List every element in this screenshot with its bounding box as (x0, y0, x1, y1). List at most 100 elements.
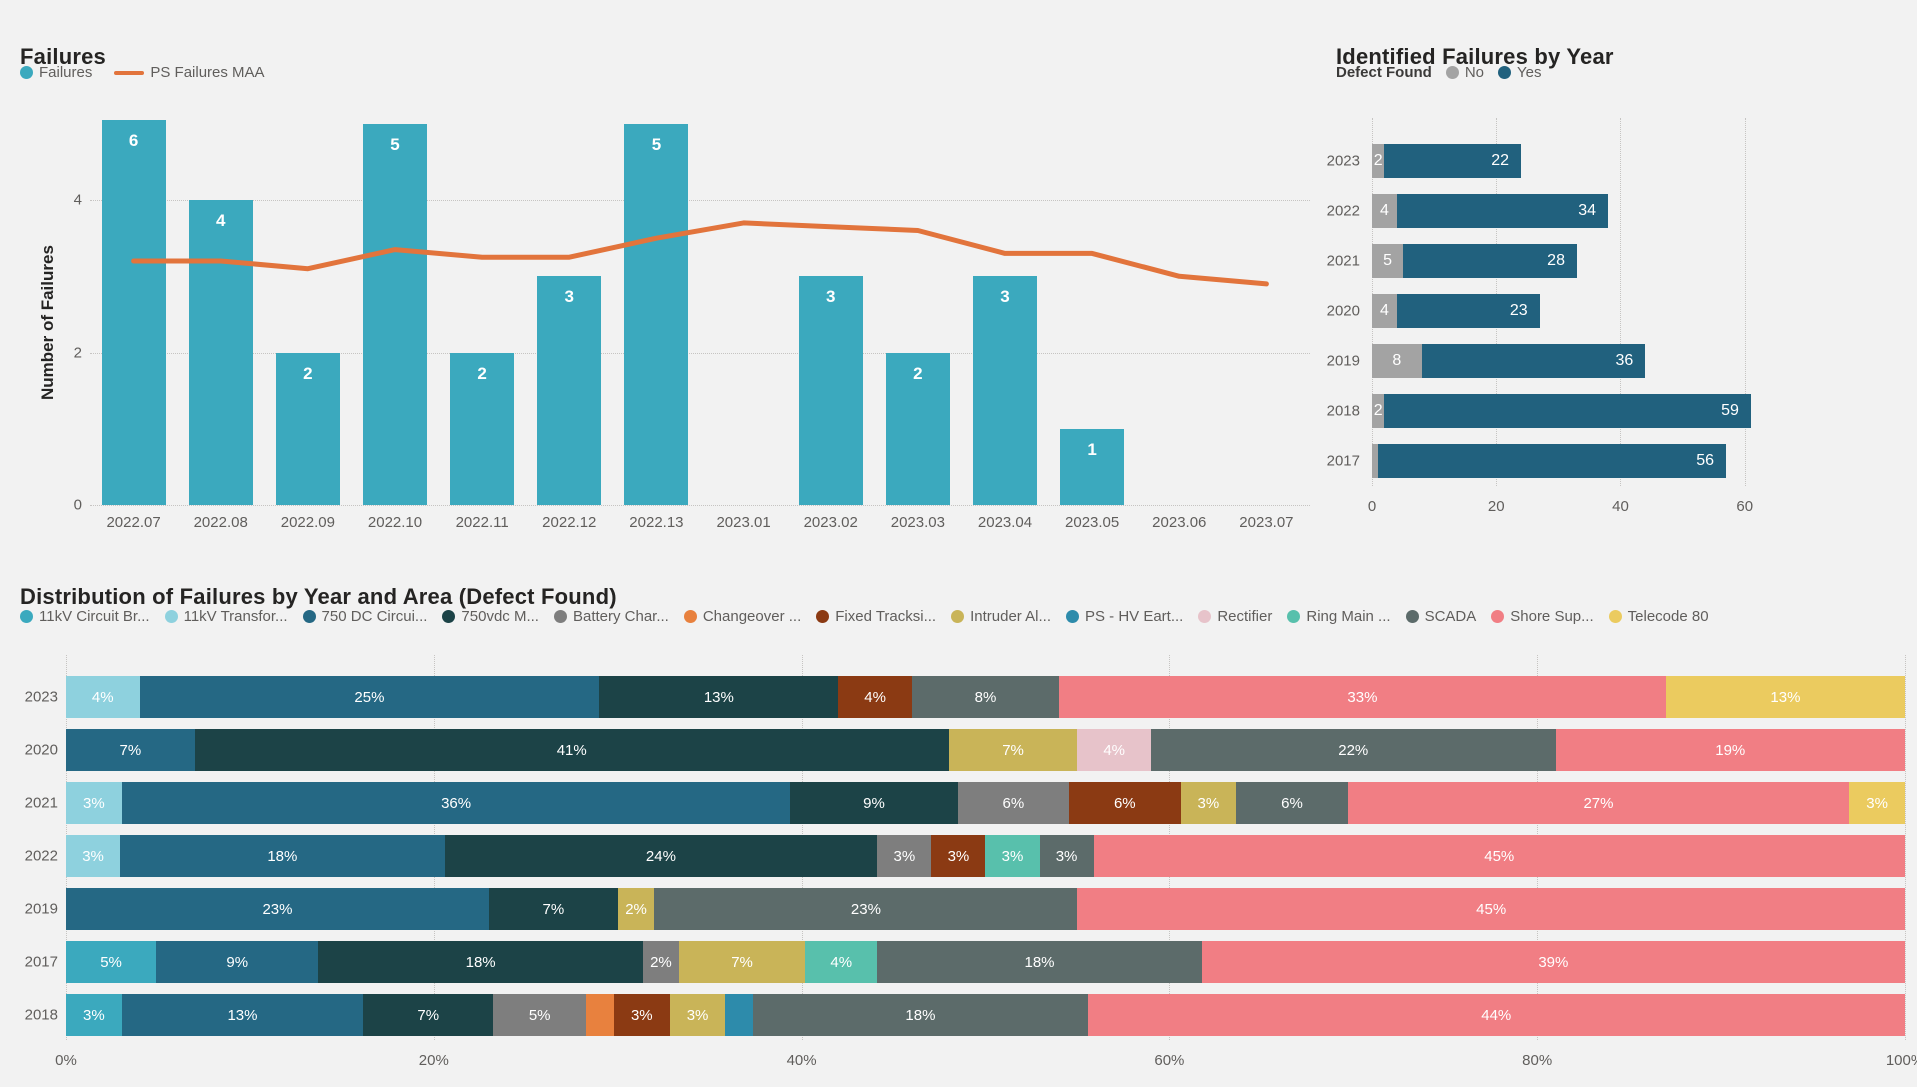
segment-2021-telecode[interactable]: 3% (1849, 782, 1905, 824)
segment-2018-intruder[interactable]: 3% (669, 994, 726, 1036)
segment-2023-transformer[interactable]: 4% (66, 676, 140, 718)
segment-2021-fixed[interactable]: 6% (1069, 782, 1181, 824)
identified-bar-2018-yes[interactable]: 59 (1384, 394, 1751, 428)
segment-2020-shore[interactable]: 19% (1555, 729, 1905, 771)
distribution-legend-item-vdc750[interactable]: 750vdc M... (442, 608, 539, 625)
segment-2022-fixed[interactable]: 3% (931, 835, 986, 877)
identified-bar-2020-yes[interactable]: 23 (1396, 294, 1540, 328)
segment-2023-telecode[interactable]: 13% (1665, 676, 1905, 718)
failures-bar-2022.10[interactable]: 5 (363, 123, 427, 505)
failures-bar-2022.11[interactable]: 2 (450, 352, 515, 505)
segment-2022-scada[interactable]: 3% (1039, 835, 1094, 877)
identified-bar-2018-no-value: 2 (1373, 402, 1383, 419)
segment-2017-ringmain[interactable]: 4% (805, 941, 878, 983)
segment-2022-battery[interactable]: 3% (877, 835, 932, 877)
identified-bar-2017-yes[interactable]: 56 (1378, 444, 1727, 478)
segment-2023-fixed[interactable]: 4% (838, 676, 912, 718)
segment-2021-shore[interactable]: 27% (1347, 782, 1850, 824)
segment-2020-dc750[interactable]: 7% (66, 729, 195, 771)
distribution-legend-item-rectifier[interactable]: Rectifier (1198, 608, 1272, 625)
segment-2018-circuit[interactable]: 3% (66, 994, 122, 1036)
segment-2021-dc750[interactable]: 36% (121, 782, 791, 824)
segment-2017-dc750[interactable]: 9% (156, 941, 319, 983)
distribution-legend-item-scada[interactable]: SCADA (1405, 608, 1476, 625)
legend-item-yes[interactable]: Yes (1498, 64, 1542, 81)
segment-2021-vdc750[interactable]: 9% (790, 782, 958, 824)
segment-2018-changeover[interactable] (586, 994, 614, 1036)
identified-bar-2023-no[interactable]: 2 (1372, 144, 1385, 178)
segment-2021-intruder[interactable]: 3% (1180, 782, 1237, 824)
distribution-legend-item-dc750[interactable]: 750 DC Circui... (302, 608, 427, 625)
segment-2019-intruder[interactable]: 2% (617, 888, 655, 930)
segment-2017-scada[interactable]: 18% (877, 941, 1202, 983)
identified-bar-2017-no[interactable] (1372, 444, 1379, 478)
identified-bar-2021-yes[interactable]: 28 (1403, 244, 1577, 278)
segment-2019-dc750[interactable]: 23% (66, 888, 489, 930)
failures-bar-2022.08[interactable]: 4 (188, 200, 253, 505)
identified-bar-2022-yes[interactable]: 34 (1396, 194, 1609, 228)
segment-2022-ringmain[interactable]: 3% (985, 835, 1040, 877)
distribution-legend-item-intruder[interactable]: Intruder Al... (951, 608, 1051, 625)
failures-bar-2023.03[interactable]: 2 (885, 352, 950, 505)
segment-2018-shore[interactable]: 44% (1087, 994, 1905, 1036)
segment-2022-vdc750[interactable]: 24% (444, 835, 878, 877)
segment-2023-dc750[interactable]: 25% (139, 676, 600, 718)
segment-2018-scada[interactable]: 18% (753, 994, 1088, 1036)
segment-2018-dc750[interactable]: 13% (121, 994, 364, 1036)
segment-2020-intruder[interactable]: 7% (948, 729, 1078, 771)
distribution-legend-item-transformer[interactable]: 11kV Transfor... (164, 608, 288, 625)
segment-2017-shore[interactable]: 39% (1201, 941, 1905, 983)
segment-2018-vdc750[interactable]: 7% (363, 994, 494, 1036)
failures-bar-2022.07[interactable]: 6 (101, 120, 166, 505)
legend-item-ps-failures-maa[interactable]: PS Failures MAA (114, 64, 265, 81)
distribution-legend-item-shore[interactable]: Shore Sup... (1491, 608, 1594, 625)
failures-bar-2023.05[interactable]: 1 (1060, 428, 1125, 505)
segment-2023-shore[interactable]: 33% (1059, 676, 1666, 718)
failures-bar-2022.13[interactable]: 5 (624, 123, 689, 505)
segment-2022-shore[interactable]: 45% (1093, 835, 1905, 877)
distribution-legend-item-circuit[interactable]: 11kV Circuit Br... (20, 608, 150, 625)
segment-2017-circuit[interactable]: 5% (66, 941, 157, 983)
segment-2020-scada[interactable]: 22% (1150, 729, 1556, 771)
segment-2019-shore[interactable]: 45% (1077, 888, 1905, 930)
distribution-legend-label-telecode: Telecode 80 (1627, 608, 1709, 625)
segment-2020-rectifier[interactable]: 4% (1077, 729, 1151, 771)
segment-2018-fixed[interactable]: 3% (613, 994, 670, 1036)
segment-2023-vdc750[interactable]: 13% (599, 676, 839, 718)
segment-2019-scada[interactable]: 23% (654, 888, 1078, 930)
identified-bar-2023-yes-value: 22 (1491, 152, 1510, 169)
segment-2021-transformer[interactable]: 3% (66, 782, 122, 824)
identified-bar-2020-no[interactable]: 4 (1372, 294, 1397, 328)
failures-bar-2023.02[interactable]: 3 (798, 276, 863, 505)
identified-bar-2021-no[interactable]: 5 (1372, 244, 1404, 278)
distribution-legend-item-fixed[interactable]: Fixed Tracksi... (816, 608, 936, 625)
segment-2020-vdc750[interactable]: 41% (194, 729, 949, 771)
segment-2019-vdc750[interactable]: 7% (488, 888, 618, 930)
legend-item-failures[interactable]: Failures (20, 64, 92, 81)
segment-2022-transformer[interactable]: 3% (66, 835, 121, 877)
segment-2017-vdc750[interactable]: 18% (318, 941, 643, 983)
identified-bar-2022-no[interactable]: 4 (1372, 194, 1397, 228)
identified-bar-2019-no[interactable]: 8 (1372, 344, 1422, 378)
distribution-legend-item-battery[interactable]: Battery Char... (553, 608, 669, 625)
segment-2017-battery[interactable]: 2% (642, 941, 679, 983)
failures-bar-2023.04[interactable]: 3 (973, 276, 1037, 505)
segment-2022-dc750[interactable]: 18% (120, 835, 445, 877)
segment-2021-battery[interactable]: 6% (957, 782, 1070, 824)
segment-2023-scada[interactable]: 8% (911, 676, 1060, 718)
distribution-legend-item-changeover[interactable]: Changeover ... (683, 608, 801, 625)
segment-2018-battery[interactable]: 5% (493, 994, 587, 1036)
identified-bar-2023-yes[interactable]: 22 (1384, 144, 1522, 178)
identified-bar-2018-no[interactable]: 2 (1372, 394, 1385, 428)
ps-failures-maa-line[interactable] (90, 120, 1310, 505)
distribution-legend-item-ringmain[interactable]: Ring Main ... (1287, 608, 1391, 625)
legend-item-no[interactable]: No (1445, 64, 1484, 81)
segment-2018-pshv[interactable] (725, 994, 754, 1036)
failures-bar-2022.09[interactable]: 2 (275, 352, 340, 505)
distribution-legend-item-telecode[interactable]: Telecode 80 (1608, 608, 1709, 625)
segment-2021-scada[interactable]: 6% (1236, 782, 1348, 824)
identified-bar-2019-yes[interactable]: 36 (1421, 344, 1646, 378)
failures-bar-2022.12[interactable]: 3 (537, 276, 602, 505)
segment-2017-intruder[interactable]: 7% (678, 941, 806, 983)
distribution-legend-item-pshv[interactable]: PS - HV Eart... (1065, 608, 1183, 625)
